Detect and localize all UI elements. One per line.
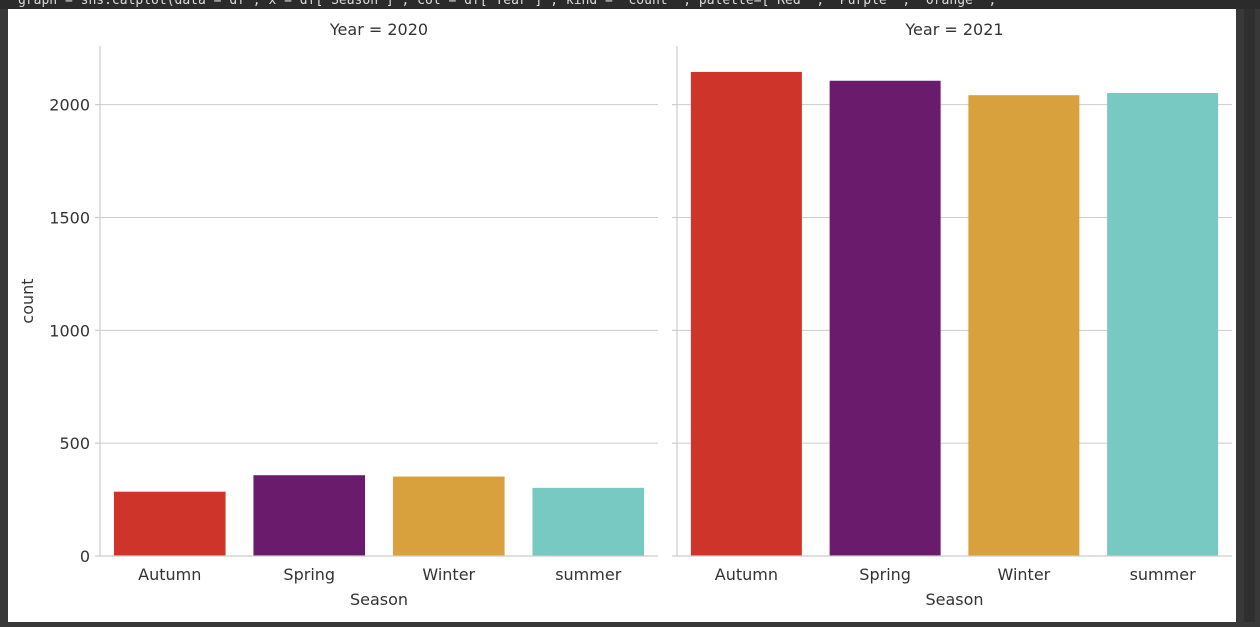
x-tick-label: Spring: [859, 565, 911, 584]
bar: [829, 80, 941, 557]
x-tick-label: Autumn: [715, 565, 778, 584]
x-tick-label: Winter: [998, 565, 1051, 584]
bar: [532, 487, 645, 556]
bar: [690, 71, 802, 556]
facet-title: Year = 2020: [329, 20, 428, 39]
x-tick-label: Spring: [283, 565, 335, 584]
bar: [1107, 92, 1219, 556]
x-axis-title: Season: [925, 590, 983, 609]
bar: [392, 476, 505, 556]
facet-title: Year = 2021: [904, 20, 1003, 39]
y-tick-label: 0: [80, 547, 90, 566]
y-tick-label: 2000: [49, 96, 90, 115]
x-axis-title: Season: [350, 590, 408, 609]
bar: [253, 475, 366, 556]
x-tick-label: Winter: [422, 565, 475, 584]
code-line: graph = sns.catplot(data = df , x = df["…: [18, 0, 1012, 8]
y-tick-label: 1000: [49, 321, 90, 340]
bar: [113, 491, 226, 556]
bar: [968, 95, 1080, 556]
y-tick-label: 500: [59, 434, 90, 453]
y-axis-title: count: [18, 278, 37, 323]
code-cell-strip: graph = sns.catplot(data = df , x = df["…: [0, 0, 1260, 9]
x-tick-label: summer: [555, 565, 621, 584]
y-tick-label: 1500: [49, 209, 90, 228]
scrollbar[interactable]: [1244, 9, 1255, 622]
x-tick-label: Autumn: [138, 565, 201, 584]
x-tick-label: summer: [1130, 565, 1196, 584]
